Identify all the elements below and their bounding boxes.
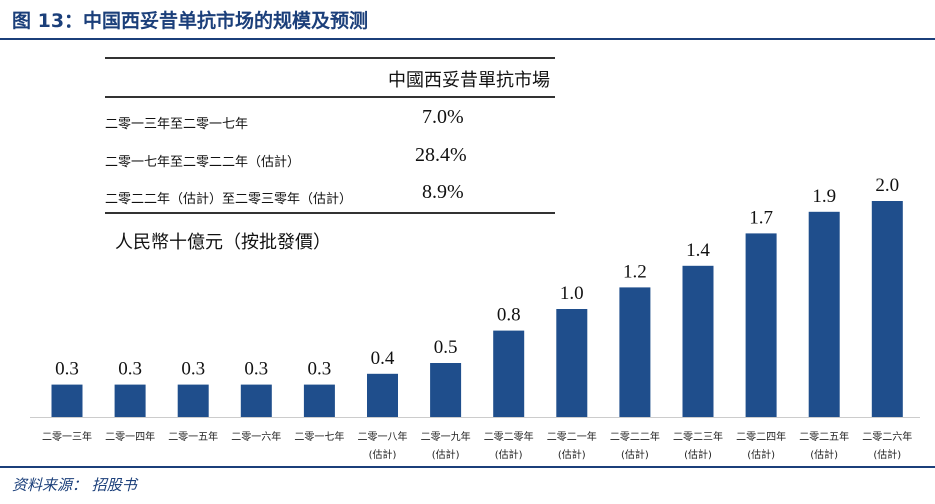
table-column-header: 中國西妥昔單抗市場 — [388, 70, 550, 91]
data-label: 0.3 — [55, 359, 79, 380]
x-tick-label: 二零二零年 — [484, 430, 534, 443]
x-tick-label: 二零一八年 — [358, 430, 408, 443]
bar — [619, 287, 651, 417]
data-label: 0.8 — [497, 305, 521, 326]
data-label: 0.3 — [118, 359, 142, 380]
data-label: 1.2 — [623, 261, 647, 282]
x-tick-label: 二零一六年 — [231, 430, 281, 443]
bar — [682, 265, 714, 417]
table-row-cagr: 8.9% — [422, 181, 464, 203]
data-label: 1.9 — [812, 186, 836, 207]
footer-rule — [0, 466, 935, 468]
bar — [745, 233, 777, 417]
bar — [51, 384, 83, 417]
data-label: 0.3 — [308, 359, 332, 380]
x-tick-note: (估計) — [621, 448, 649, 461]
data-label: 1.4 — [686, 240, 710, 261]
x-tick-label: 二零一九年 — [421, 430, 471, 443]
table-row-cagr: 28.4% — [415, 144, 467, 166]
data-label: 0.5 — [434, 337, 458, 358]
data-label: 0.3 — [244, 359, 268, 380]
bar — [430, 363, 462, 417]
bar — [303, 384, 335, 417]
table-row-cagr: 7.0% — [422, 106, 464, 128]
bar — [871, 201, 903, 417]
bar — [556, 309, 588, 417]
data-label: 1.7 — [749, 207, 773, 228]
x-tick-label: 二零一五年 — [168, 430, 218, 443]
bar — [240, 384, 272, 417]
x-tick-label: 二零二五年 — [799, 430, 849, 443]
x-tick-label: 二零一七年 — [294, 430, 344, 443]
table-row-period: 二零二二年（估計）至二零三零年（估計） — [105, 192, 353, 207]
x-tick-note: (估計) — [432, 448, 460, 461]
data-label: 2.0 — [875, 175, 899, 196]
x-tick-label: 二零一三年 — [42, 430, 92, 443]
bar — [367, 373, 398, 417]
source-note: 资料来源： 招股书 — [12, 476, 137, 494]
x-tick-note: (估計) — [369, 448, 397, 461]
x-tick-note: (估計) — [810, 448, 838, 461]
x-tick-label: 二零二六年 — [862, 430, 912, 443]
x-tick-note: (估計) — [684, 448, 712, 461]
table-header-rule — [105, 96, 555, 98]
x-tick-label: 二零一四年 — [105, 430, 155, 443]
table-row-period: 二零一三年至二零一七年 — [105, 117, 249, 132]
title-rule — [0, 38, 935, 40]
bar — [808, 211, 840, 417]
data-label: 0.4 — [371, 348, 395, 369]
bar — [493, 330, 525, 417]
bar-chart: 0.3 二零一三年 0.3 二零一四年 0.3 二零一五年 0.3 二零一六年 0.3 二零一七年… — [30, 175, 920, 461]
x-tick-label: 二零二一年 — [547, 430, 597, 443]
x-tick-note: (估計) — [747, 448, 775, 461]
data-label: 0.3 — [181, 359, 205, 380]
table-bottom-rule — [105, 212, 555, 214]
x-tick-label: 二零二二年 — [610, 430, 660, 443]
bar — [177, 384, 209, 417]
x-tick-note: (估計) — [558, 448, 586, 461]
bar — [114, 384, 146, 417]
table-row-period: 二零一七年至二零二二年（估計） — [105, 155, 301, 170]
x-tick-label: 二零二三年 — [673, 430, 723, 443]
table-top-rule — [105, 57, 555, 59]
x-tick-note: (估計) — [495, 448, 523, 461]
data-label: 1.0 — [560, 283, 584, 304]
x-tick-note: (估計) — [873, 448, 901, 461]
y-unit-label: 人民幣十億元（按批發價） — [115, 232, 331, 253]
figure-title: 图 13：中国西妥昔单抗市场的规模及预测 — [12, 10, 369, 32]
x-tick-label: 二零二四年 — [736, 430, 786, 443]
